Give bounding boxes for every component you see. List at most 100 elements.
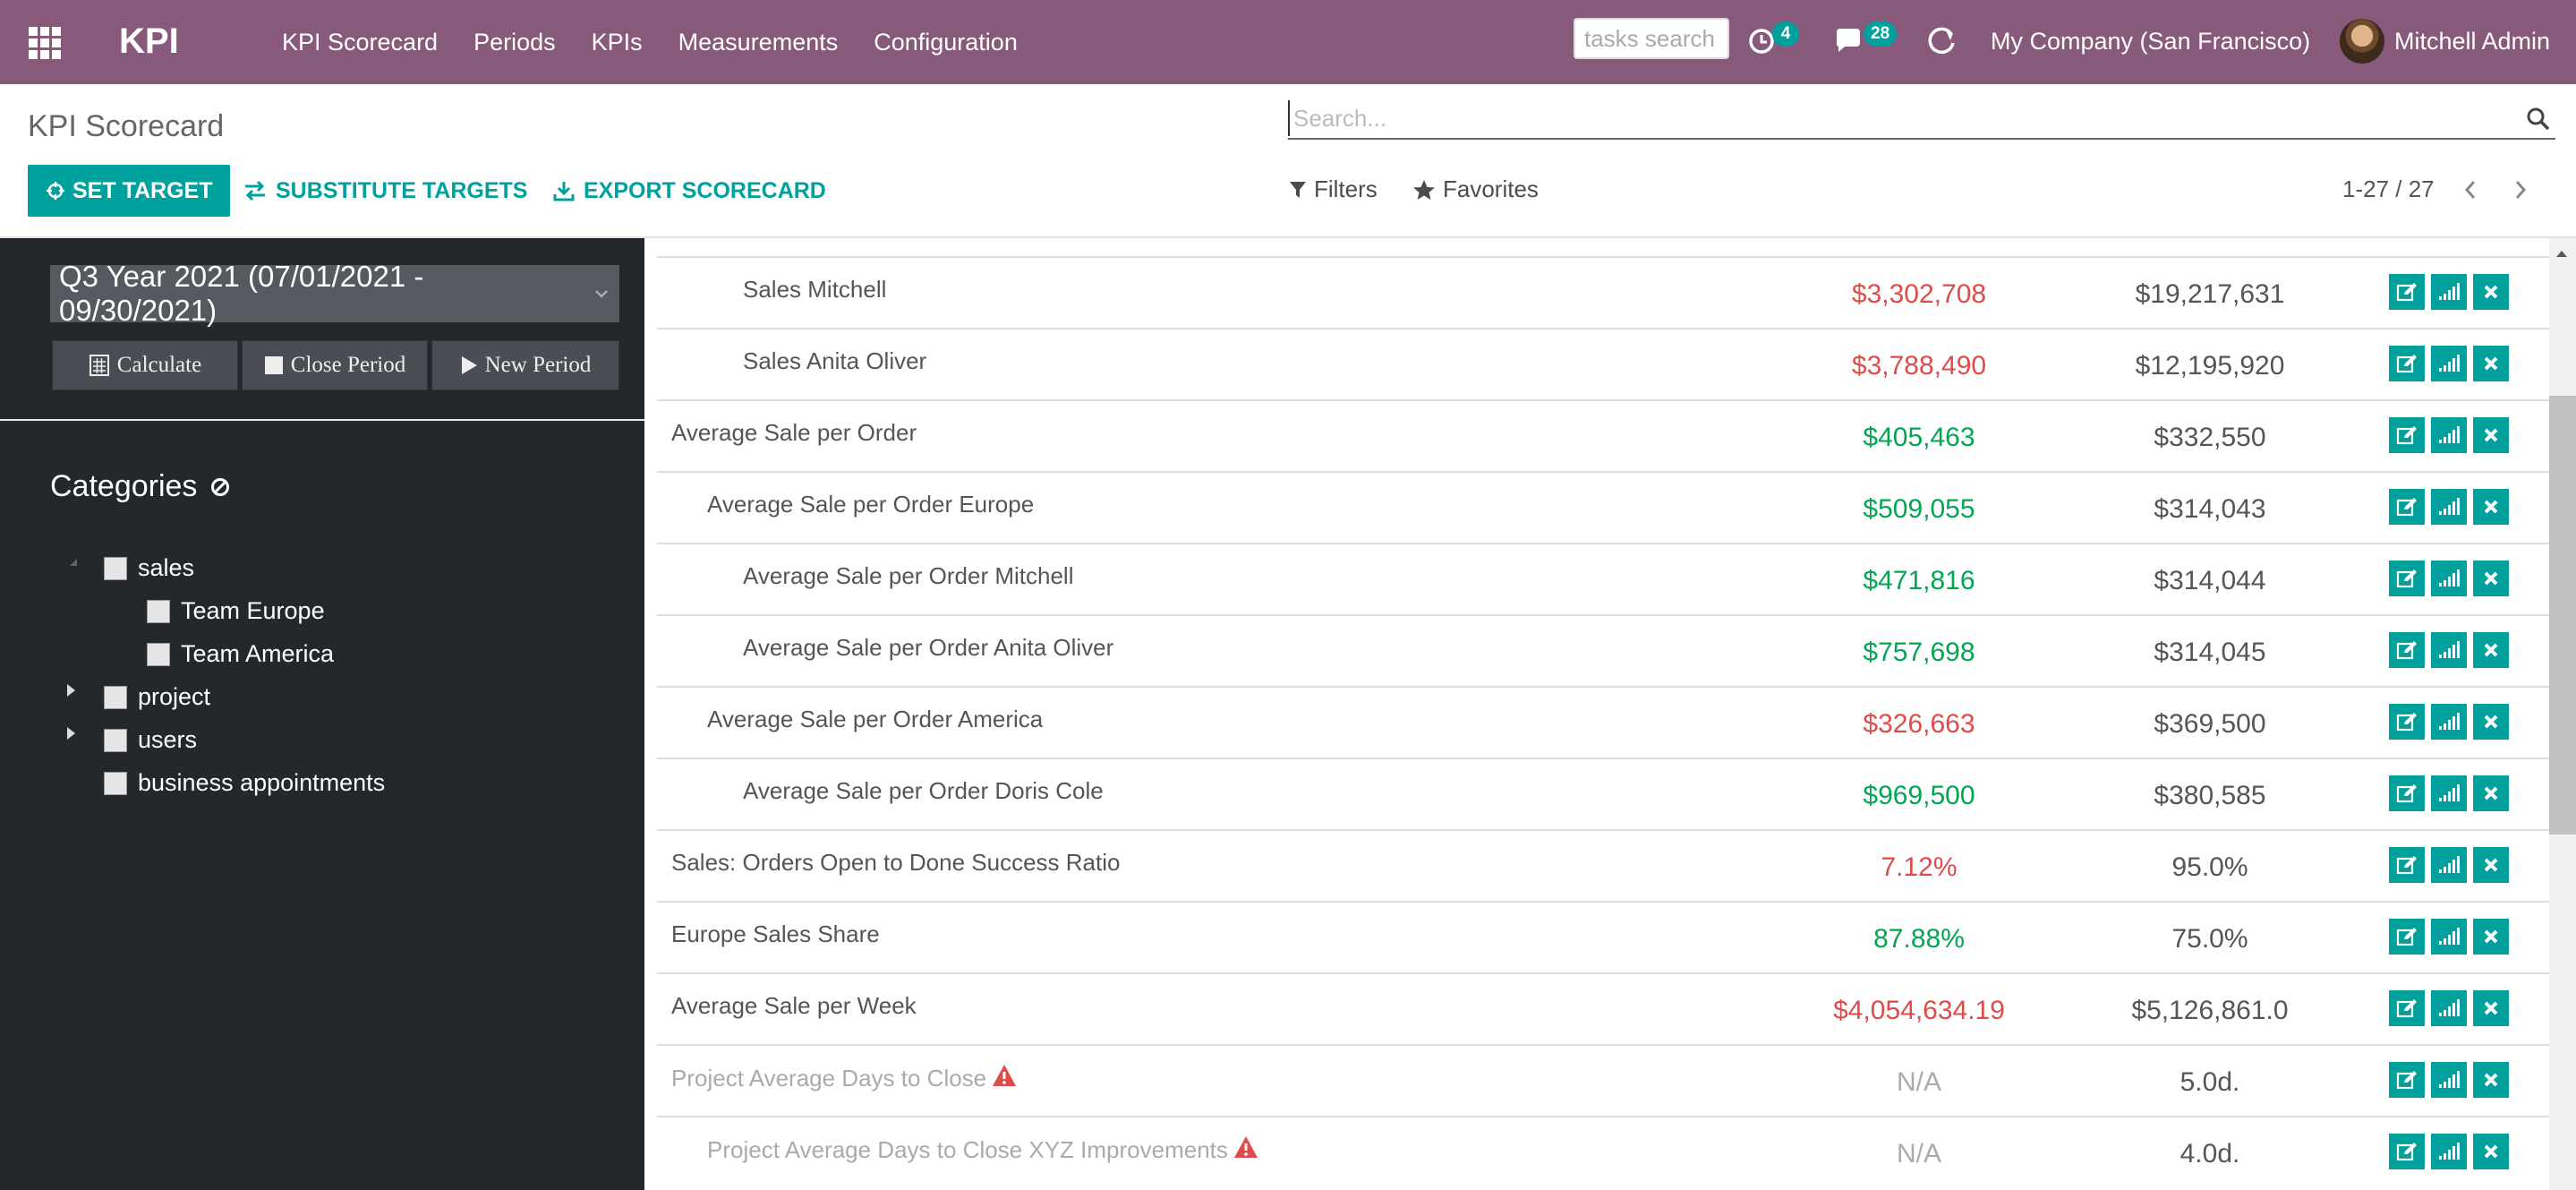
tree-item-team-america[interactable]: Team America (147, 640, 334, 668)
export-scorecard-button[interactable]: EXPORT SCORECARD (553, 165, 826, 217)
edit-button[interactable] (2389, 704, 2425, 740)
history-chart-button[interactable] (2431, 346, 2467, 381)
edit-button[interactable] (2389, 274, 2425, 310)
edit-button[interactable] (2389, 919, 2425, 955)
tree-item-project[interactable]: project (104, 683, 210, 711)
filters-button[interactable]: Filters (1289, 176, 1378, 203)
edit-button[interactable] (2389, 489, 2425, 525)
remove-button[interactable] (2473, 1134, 2509, 1169)
pager-value[interactable]: 1-27 / 27 (2342, 176, 2435, 202)
user-avatar[interactable] (2340, 19, 2384, 64)
user-menu[interactable]: Mitchell Admin (2394, 28, 2551, 55)
tree-item-team-europe[interactable]: Team Europe (147, 597, 325, 625)
kpi-row[interactable]: Sales Mitchell $3,302,708 $19,217,631 (657, 256, 2551, 328)
kpi-row[interactable]: Average Sale per Order $405,463 $332,550 (657, 399, 2551, 471)
remove-button[interactable] (2473, 489, 2509, 525)
edit-button[interactable] (2389, 847, 2425, 883)
kpi-row[interactable]: Average Sale per Order America $326,663 $3… (657, 686, 2551, 758)
kpi-row[interactable]: Sales Anita Oliver $3,788,490 $12,195,920 (657, 328, 2551, 399)
remove-button[interactable] (2473, 346, 2509, 381)
kpi-name: Average Sale per Order Mitchell (743, 562, 1073, 590)
menu-item-measurements[interactable]: Measurements (678, 28, 839, 56)
history-chart-button[interactable] (2431, 1062, 2467, 1098)
history-chart-button[interactable] (2431, 990, 2467, 1026)
scrollbar-thumb[interactable] (2549, 396, 2576, 835)
remove-button[interactable] (2473, 1062, 2509, 1098)
kpi-row[interactable]: Project Average Days to Close N/A 5.0d. (657, 1044, 2551, 1116)
set-target-button[interactable]: SET TARGET (28, 165, 231, 217)
menu-item-configuration[interactable]: Configuration (874, 28, 1018, 56)
substitute-targets-button[interactable]: SUBSTITUTE TARGETS (243, 165, 527, 217)
edit-button[interactable] (2389, 561, 2425, 596)
edit-button[interactable] (2389, 346, 2425, 381)
tree-collapsed-arrow-icon[interactable] (64, 682, 77, 698)
activity-clock-icon[interactable] (1745, 23, 1781, 59)
company-switcher[interactable]: My Company (San Francisco) (1991, 28, 2311, 55)
remove-button[interactable] (2473, 561, 2509, 596)
history-chart-button[interactable] (2431, 274, 2467, 310)
kpi-row[interactable]: Project Average Days to Close XYZ Improv… (657, 1116, 2551, 1187)
kpi-row[interactable]: Average Sale per Order Anita Oliver $757,… (657, 614, 2551, 686)
pager-previous-button[interactable] (2454, 174, 2486, 206)
remove-button[interactable] (2473, 847, 2509, 883)
remove-button[interactable] (2473, 632, 2509, 668)
history-chart-button[interactable] (2431, 775, 2467, 811)
tree-checkbox-icon[interactable] (147, 599, 170, 623)
calculate-button[interactable]: Calculate (52, 340, 238, 390)
tree-collapsed-arrow-icon[interactable] (64, 725, 77, 741)
pager-next-button[interactable] (2504, 174, 2537, 206)
search-icon[interactable] (2525, 106, 2552, 133)
search-input[interactable] (1288, 100, 2505, 136)
edit-button[interactable] (2389, 990, 2425, 1026)
close-icon (2483, 1072, 2499, 1088)
kpi-row[interactable]: Average Sale per Week $4,054,634.19 $5,126… (657, 972, 2551, 1044)
edit-button[interactable] (2389, 632, 2425, 668)
kpi-row[interactable]: Average Sale per Order Mitchell $471,816 $… (657, 543, 2551, 614)
history-chart-button[interactable] (2431, 489, 2467, 525)
menu-item-kpi-scorecard[interactable]: KPI Scorecard (282, 28, 439, 56)
kpi-row[interactable]: Average Sale per Order Europe $509,055 $31… (657, 471, 2551, 543)
period-select[interactable]: Q3 Year 2021 (07/01/2021 - 09/30/2021) (50, 260, 619, 327)
tree-checkbox-icon[interactable] (104, 728, 127, 752)
tree-expanded-arrow-icon[interactable] (67, 555, 80, 571)
remove-button[interactable] (2473, 704, 2509, 740)
tasks-search-input[interactable] (1574, 18, 1729, 59)
apps-menu-icon[interactable] (29, 27, 61, 59)
history-chart-button[interactable] (2431, 417, 2467, 453)
tree-checkbox-icon[interactable] (104, 685, 127, 709)
tree-item-users[interactable]: users (104, 726, 197, 754)
tree-item-business-appointments[interactable]: business appointments (104, 769, 385, 797)
tree-checkbox-icon[interactable] (104, 771, 127, 795)
edit-button[interactable] (2389, 775, 2425, 811)
edit-button[interactable] (2389, 1134, 2425, 1169)
kpi-row[interactable]: Europe Sales Share 87.88% 75.0% (657, 901, 2551, 972)
favorites-button[interactable]: Favorites (1412, 176, 1539, 203)
history-chart-button[interactable] (2431, 1134, 2467, 1169)
refresh-cycle-icon[interactable] (1924, 23, 1960, 59)
edit-button[interactable] (2389, 1062, 2425, 1098)
remove-button[interactable] (2473, 775, 2509, 811)
scroll-up-arrow-icon[interactable] (2553, 247, 2571, 260)
close-period-button[interactable]: Close Period (242, 340, 428, 390)
remove-button[interactable] (2473, 417, 2509, 453)
remove-button[interactable] (2473, 990, 2509, 1026)
remove-button[interactable] (2473, 919, 2509, 955)
menu-item-kpis[interactable]: KPIs (591, 28, 643, 56)
history-chart-button[interactable] (2431, 919, 2467, 955)
tree-checkbox-icon[interactable] (104, 556, 127, 580)
history-chart-button[interactable] (2431, 704, 2467, 740)
edit-button[interactable] (2389, 417, 2425, 453)
app-brand[interactable]: KPI (119, 21, 179, 61)
kpi-row[interactable]: Sales: Orders Open to Done Success Ratio… (657, 829, 2551, 901)
history-chart-button[interactable] (2431, 847, 2467, 883)
clear-ban-icon[interactable] (209, 476, 231, 498)
kpi-row[interactable]: Average Sale per Order Doris Cole $969,50… (657, 758, 2551, 829)
tree-checkbox-icon[interactable] (147, 642, 170, 666)
history-chart-button[interactable] (2431, 632, 2467, 668)
menu-item-periods[interactable]: Periods (473, 28, 556, 56)
history-chart-button[interactable] (2431, 561, 2467, 596)
new-period-button[interactable]: New Period (431, 340, 619, 390)
tree-item-sales[interactable]: sales (104, 554, 194, 582)
messages-chat-icon[interactable] (1831, 23, 1867, 59)
remove-button[interactable] (2473, 274, 2509, 310)
